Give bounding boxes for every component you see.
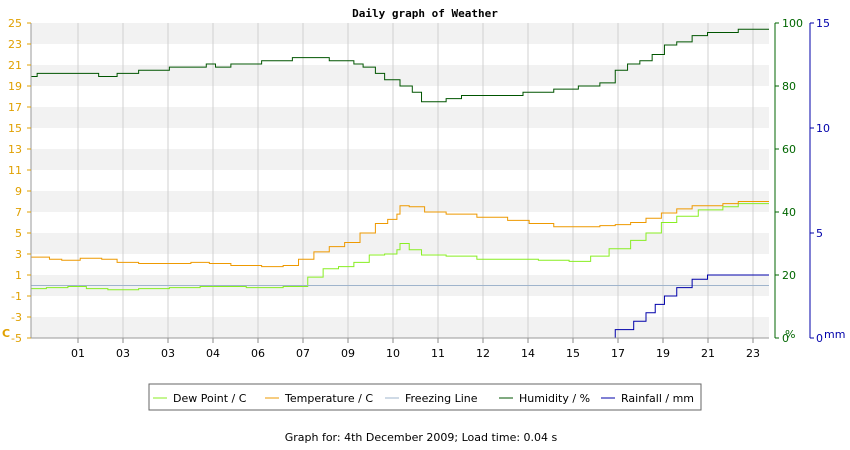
y-rainfall-tick-label: 10 <box>816 122 830 135</box>
y-left-tick-label: 17 <box>8 101 22 114</box>
legend-label: Rainfall / mm <box>621 392 694 405</box>
y-left-tick-label: 25 <box>8 17 22 30</box>
y-left-tick-label: -1 <box>11 290 22 303</box>
legend-label: Freezing Line <box>405 392 478 405</box>
grid-band <box>31 23 769 44</box>
y-left-tick-label: 23 <box>8 38 22 51</box>
series-line-humidity <box>31 28 769 103</box>
y-humidity-tick-label: 80 <box>782 80 796 93</box>
legend-label: Dew Point / C <box>173 392 247 405</box>
y-left-tick-label: 19 <box>8 80 22 93</box>
x-tick-label: 07 <box>296 347 310 360</box>
chart-footer: Graph for: 4th December 2009; Load time:… <box>285 431 558 444</box>
grid-band <box>31 191 769 212</box>
legend-box <box>148 383 702 411</box>
y-humidity-tick-label: 20 <box>782 269 796 282</box>
y-left-tick-label: -3 <box>11 311 22 324</box>
x-tick-label: 15 <box>566 347 580 360</box>
x-tick-label: 21 <box>701 347 715 360</box>
series-line-dew-point-c <box>31 203 769 291</box>
grid-band <box>31 65 769 86</box>
y-left-tick-label: 21 <box>8 59 22 72</box>
y-humidity-unit-label: % <box>785 328 795 341</box>
legend-label: Temperature / C <box>284 392 373 405</box>
y-humidity-tick-label: 0 <box>782 332 789 345</box>
x-tick-label: 19 <box>656 347 670 360</box>
y-left-tick-label: 7 <box>15 206 22 219</box>
y-left-tick-label: 5 <box>15 227 22 240</box>
y-left-tick-label: 15 <box>8 122 22 135</box>
grid-band <box>31 149 769 170</box>
y-humidity-tick-label: 100 <box>782 17 803 30</box>
y-rainfall-tick-label: 0 <box>816 332 823 345</box>
x-tick-label: 23 <box>746 347 760 360</box>
x-tick-label: 17 <box>611 347 625 360</box>
legend-label: Humidity / % <box>519 392 590 405</box>
y-left-tick-label: 11 <box>8 164 22 177</box>
x-tick-label: 01 <box>71 347 85 360</box>
y-left-tick-label: 13 <box>8 143 22 156</box>
y-left-tick-label: -5 <box>11 332 22 345</box>
x-tick-label: 06 <box>251 347 265 360</box>
y-rainfall-unit-label: mm <box>824 328 845 341</box>
series-line-temperature-c <box>31 201 769 268</box>
x-tick-label: 11 <box>431 347 445 360</box>
y-humidity-tick-label: 60 <box>782 143 796 156</box>
x-tick-label: 03 <box>116 347 130 360</box>
x-tick-label: 12 <box>476 347 490 360</box>
y-left-tick-label: 1 <box>15 269 22 282</box>
y-rainfall-tick-label: 15 <box>816 17 830 30</box>
y-left-unit-label: C <box>2 327 10 340</box>
grid-band <box>31 107 769 128</box>
grid-band <box>31 317 769 338</box>
x-tick-label: 09 <box>341 347 355 360</box>
series-line-rainfall-mm <box>31 274 769 339</box>
x-tick-label: 14 <box>521 347 535 360</box>
x-tick-label: 03 <box>161 347 175 360</box>
y-left-tick-label: 3 <box>15 248 22 261</box>
x-tick-label: 10 <box>386 347 400 360</box>
y-rainfall-tick-label: 5 <box>816 227 823 240</box>
x-tick-label: 04 <box>206 347 220 360</box>
y-left-tick-label: 9 <box>15 185 22 198</box>
chart-title: Daily graph of Weather <box>352 7 498 20</box>
y-humidity-tick-label: 40 <box>782 206 796 219</box>
